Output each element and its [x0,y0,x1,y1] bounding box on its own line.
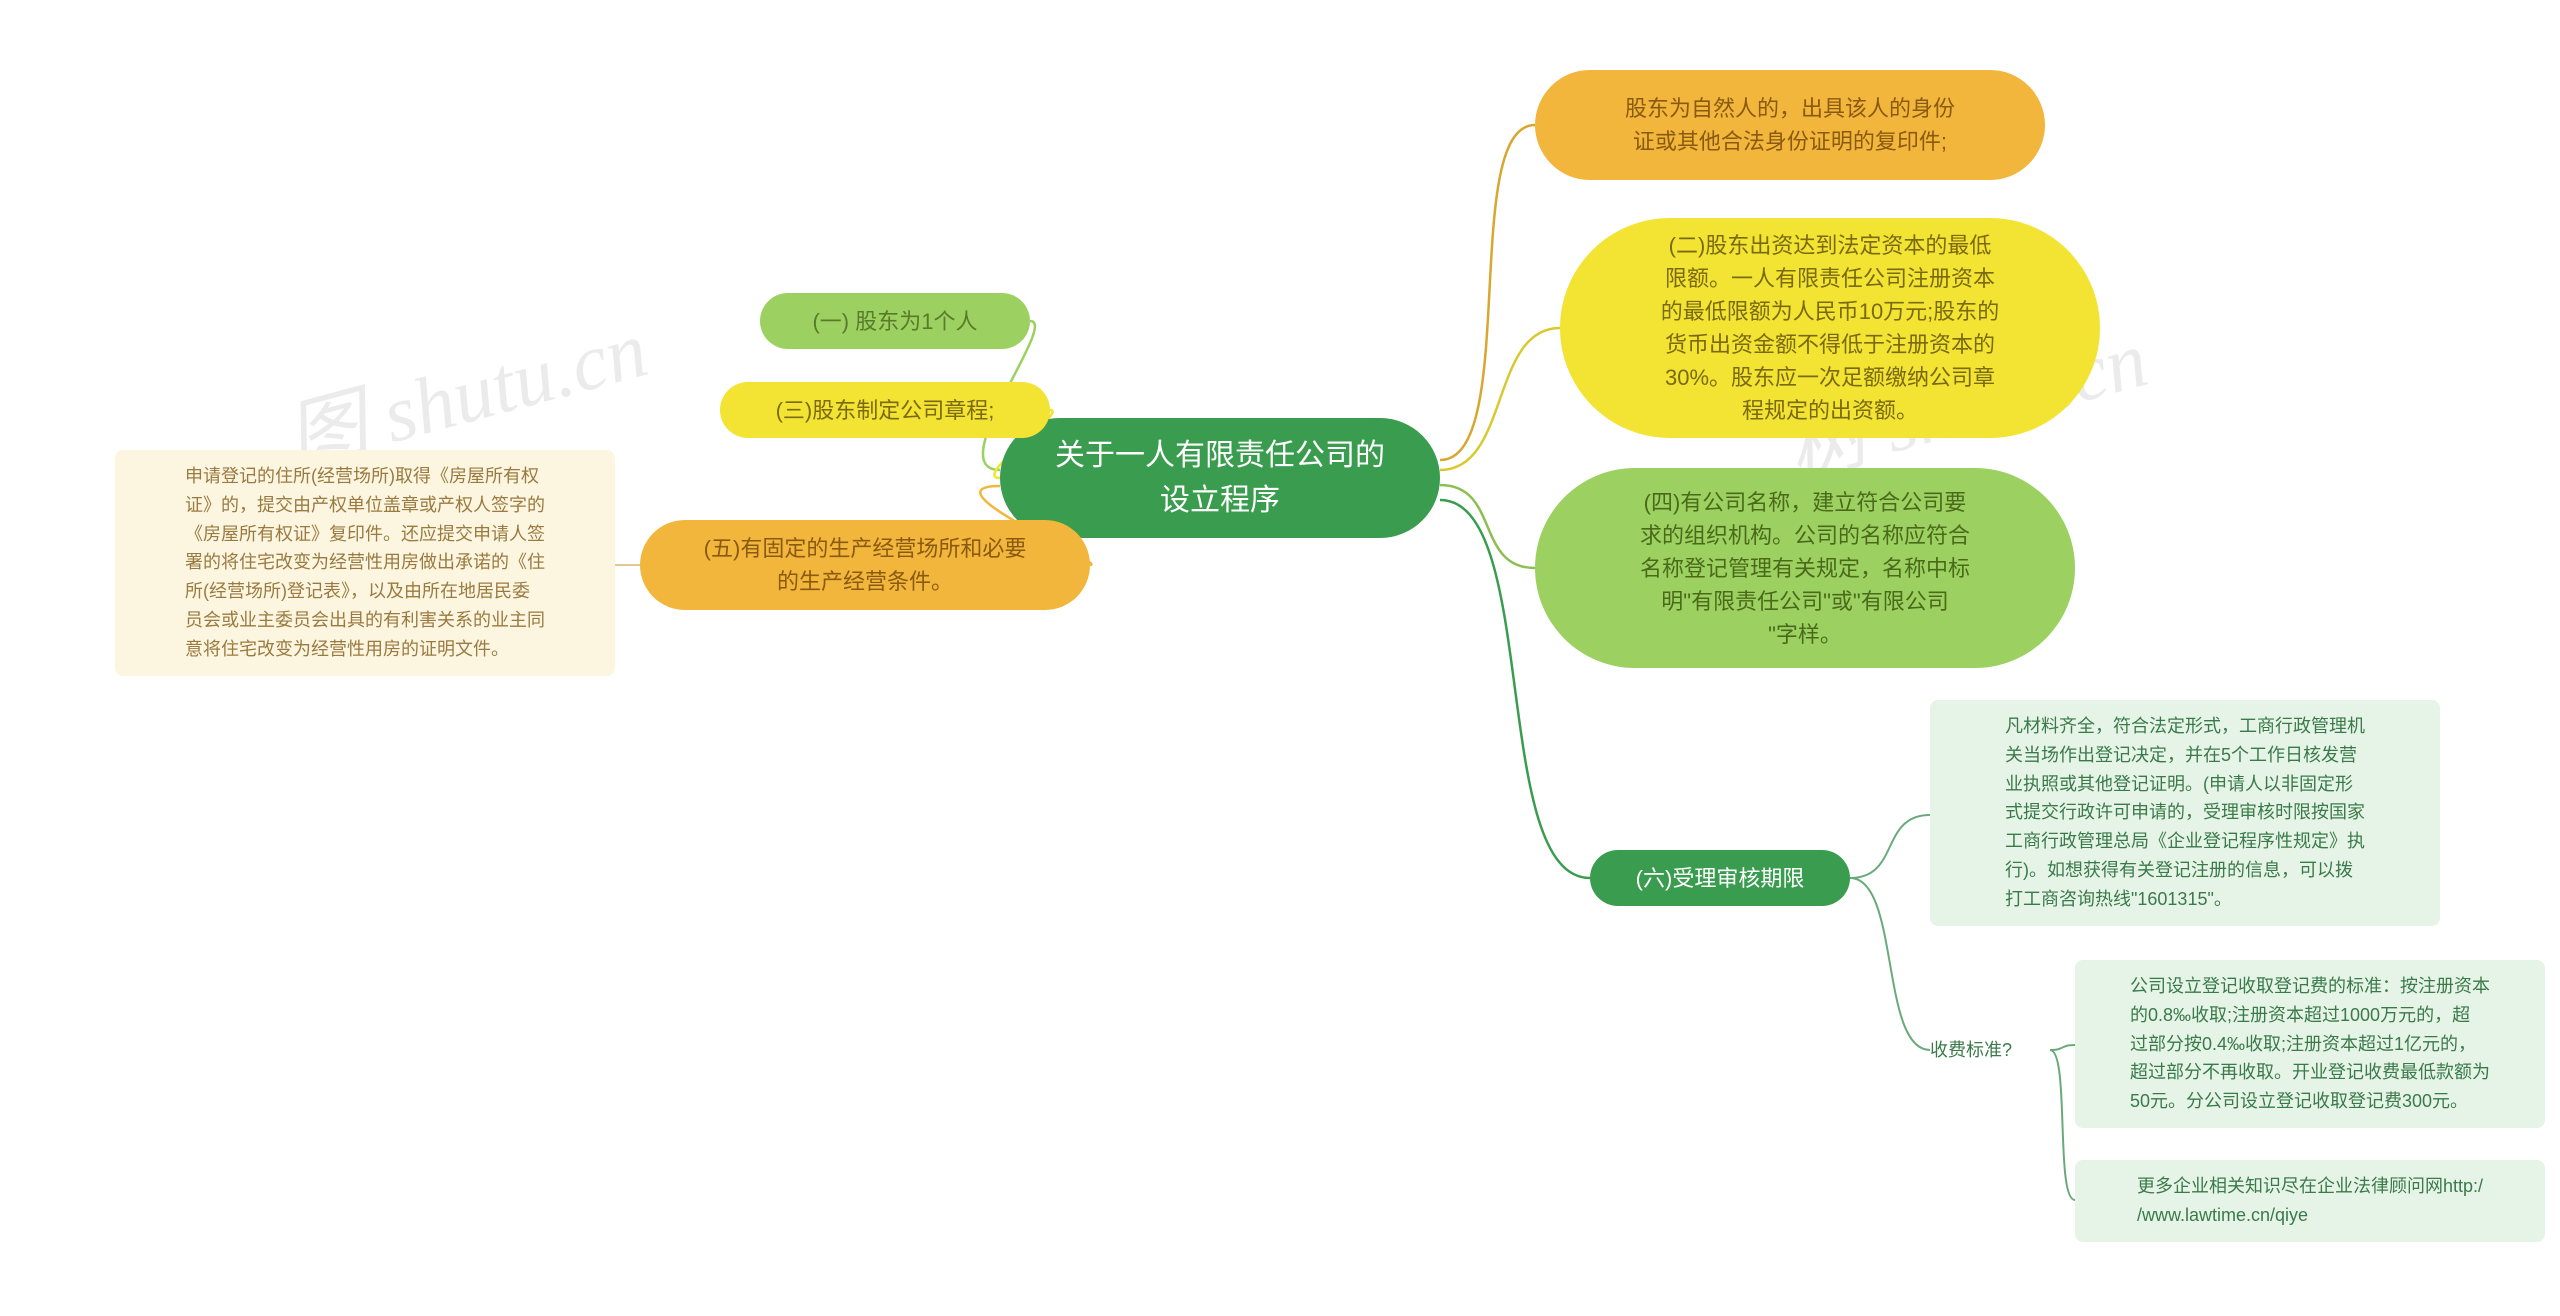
node-identity[interactable]: 股东为自然人的，出具该人的身份 证或其他合法身份证明的复印件; [1535,70,2045,180]
node-review-period[interactable]: (六)受理审核期限 [1590,850,1850,906]
node-articles[interactable]: (三)股东制定公司章程; [720,382,1050,438]
leaf-more-info: 更多企业相关知识尽在企业法律顾问网http:/ /www.lawtime.cn/… [2075,1160,2545,1242]
node-fee-standard[interactable]: 收费标准? [1930,1030,2050,1070]
node-capital[interactable]: (二)股东出资达到法定资本的最低 限额。一人有限责任公司注册资本 的最低限额为人… [1560,218,2100,438]
mindmap-canvas: 图 shutu.cn 树 shutu.cn 关于一人有限责任公司的 设立程序 (… [0,0,2560,1316]
leaf-review-detail: 凡材料齐全，符合法定形式，工商行政管理机 关当场作出登记决定，并在5个工作日核发… [1930,700,2440,926]
node-premises[interactable]: (五)有固定的生产经营场所和必要 的生产经营条件。 [640,520,1090,610]
leaf-premises-detail: 申请登记的住所(经营场所)取得《房屋所有权 证》的，提交由产权单位盖章或产权人签… [115,450,615,676]
center-node[interactable]: 关于一人有限责任公司的 设立程序 [1000,418,1440,538]
node-name-org[interactable]: (四)有公司名称，建立符合公司要 求的组织机构。公司的名称应符合 名称登记管理有… [1535,468,2075,668]
node-shareholder-one[interactable]: (一) 股东为1个人 [760,293,1030,349]
leaf-fee-detail: 公司设立登记收取登记费的标准：按注册资本 的0.8‰收取;注册资本超过1000万… [2075,960,2545,1128]
